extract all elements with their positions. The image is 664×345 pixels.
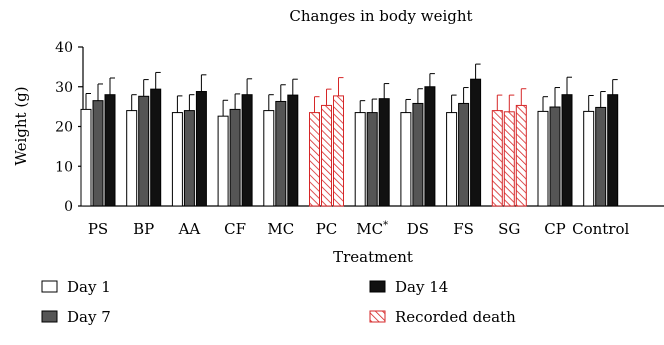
x-tick-label: MC — [267, 220, 294, 238]
legend-swatch — [369, 280, 386, 293]
bar — [287, 94, 299, 207]
y-tick-label: 0 — [64, 199, 73, 215]
bar — [366, 112, 378, 207]
bar — [354, 112, 366, 207]
x-tick-label: PS — [88, 220, 108, 238]
bar — [491, 110, 503, 207]
bar — [138, 95, 150, 207]
x-tick-label: AA — [178, 220, 201, 238]
y-axis-label: Weight (g) — [12, 86, 30, 165]
legend-label: Day 14 — [395, 278, 448, 296]
bar — [171, 112, 183, 207]
legend-swatch — [369, 310, 386, 323]
y-tick-label: 40 — [55, 40, 73, 56]
bar — [583, 110, 595, 207]
x-tick-label: DS — [407, 220, 429, 238]
x-tick-label: SG — [498, 220, 520, 238]
bars — [80, 63, 619, 207]
bar — [92, 100, 104, 207]
x-tick-label: Control — [572, 220, 629, 238]
y-tick-label: 30 — [55, 80, 73, 96]
bar — [446, 112, 458, 207]
x-tick-label: FS — [453, 220, 474, 238]
y-tick-label: 10 — [55, 159, 73, 175]
x-tick-label: MC* — [356, 220, 388, 238]
x-tick-label: CP — [544, 220, 566, 238]
bar — [424, 86, 436, 207]
bar — [150, 88, 162, 207]
bar — [400, 112, 412, 207]
legend-swatch — [41, 310, 58, 323]
bar — [378, 98, 390, 207]
bar — [309, 112, 320, 207]
bar — [607, 94, 619, 207]
bar — [126, 110, 138, 207]
bar — [217, 115, 229, 207]
bar — [412, 102, 424, 207]
bar — [229, 108, 241, 207]
bar — [470, 78, 482, 207]
bar — [561, 94, 573, 207]
legend-label: Recorded death — [395, 308, 516, 326]
bar — [333, 95, 344, 207]
bar — [515, 104, 527, 207]
legend-label: Day 7 — [67, 308, 111, 326]
bar — [104, 94, 116, 207]
legend-label: Day 1 — [67, 278, 111, 296]
x-tick-labels: PS BP AA CF MC PC MC* DS FS SG CP Control — [88, 220, 630, 238]
bar — [321, 104, 332, 207]
bar — [263, 110, 275, 207]
y-tick-label: 20 — [55, 120, 73, 136]
x-tick-label: CF — [224, 220, 246, 238]
bar — [458, 102, 470, 207]
x-tick-label: PC — [316, 220, 338, 238]
bar — [195, 91, 207, 207]
bar — [537, 110, 549, 207]
x-tick-label: BP — [133, 220, 154, 238]
bar — [549, 106, 561, 207]
x-axis-label: Treatment — [333, 248, 413, 266]
bar — [503, 111, 515, 207]
bar — [595, 106, 607, 207]
legend: Day 1 Day 7 Day 14 Recorded death — [41, 278, 516, 326]
bar — [80, 108, 92, 207]
bar — [183, 110, 195, 207]
bar — [275, 100, 287, 207]
legend-swatch — [41, 280, 58, 293]
bar — [241, 94, 253, 207]
chart-title: Changes in body weight — [289, 7, 472, 25]
